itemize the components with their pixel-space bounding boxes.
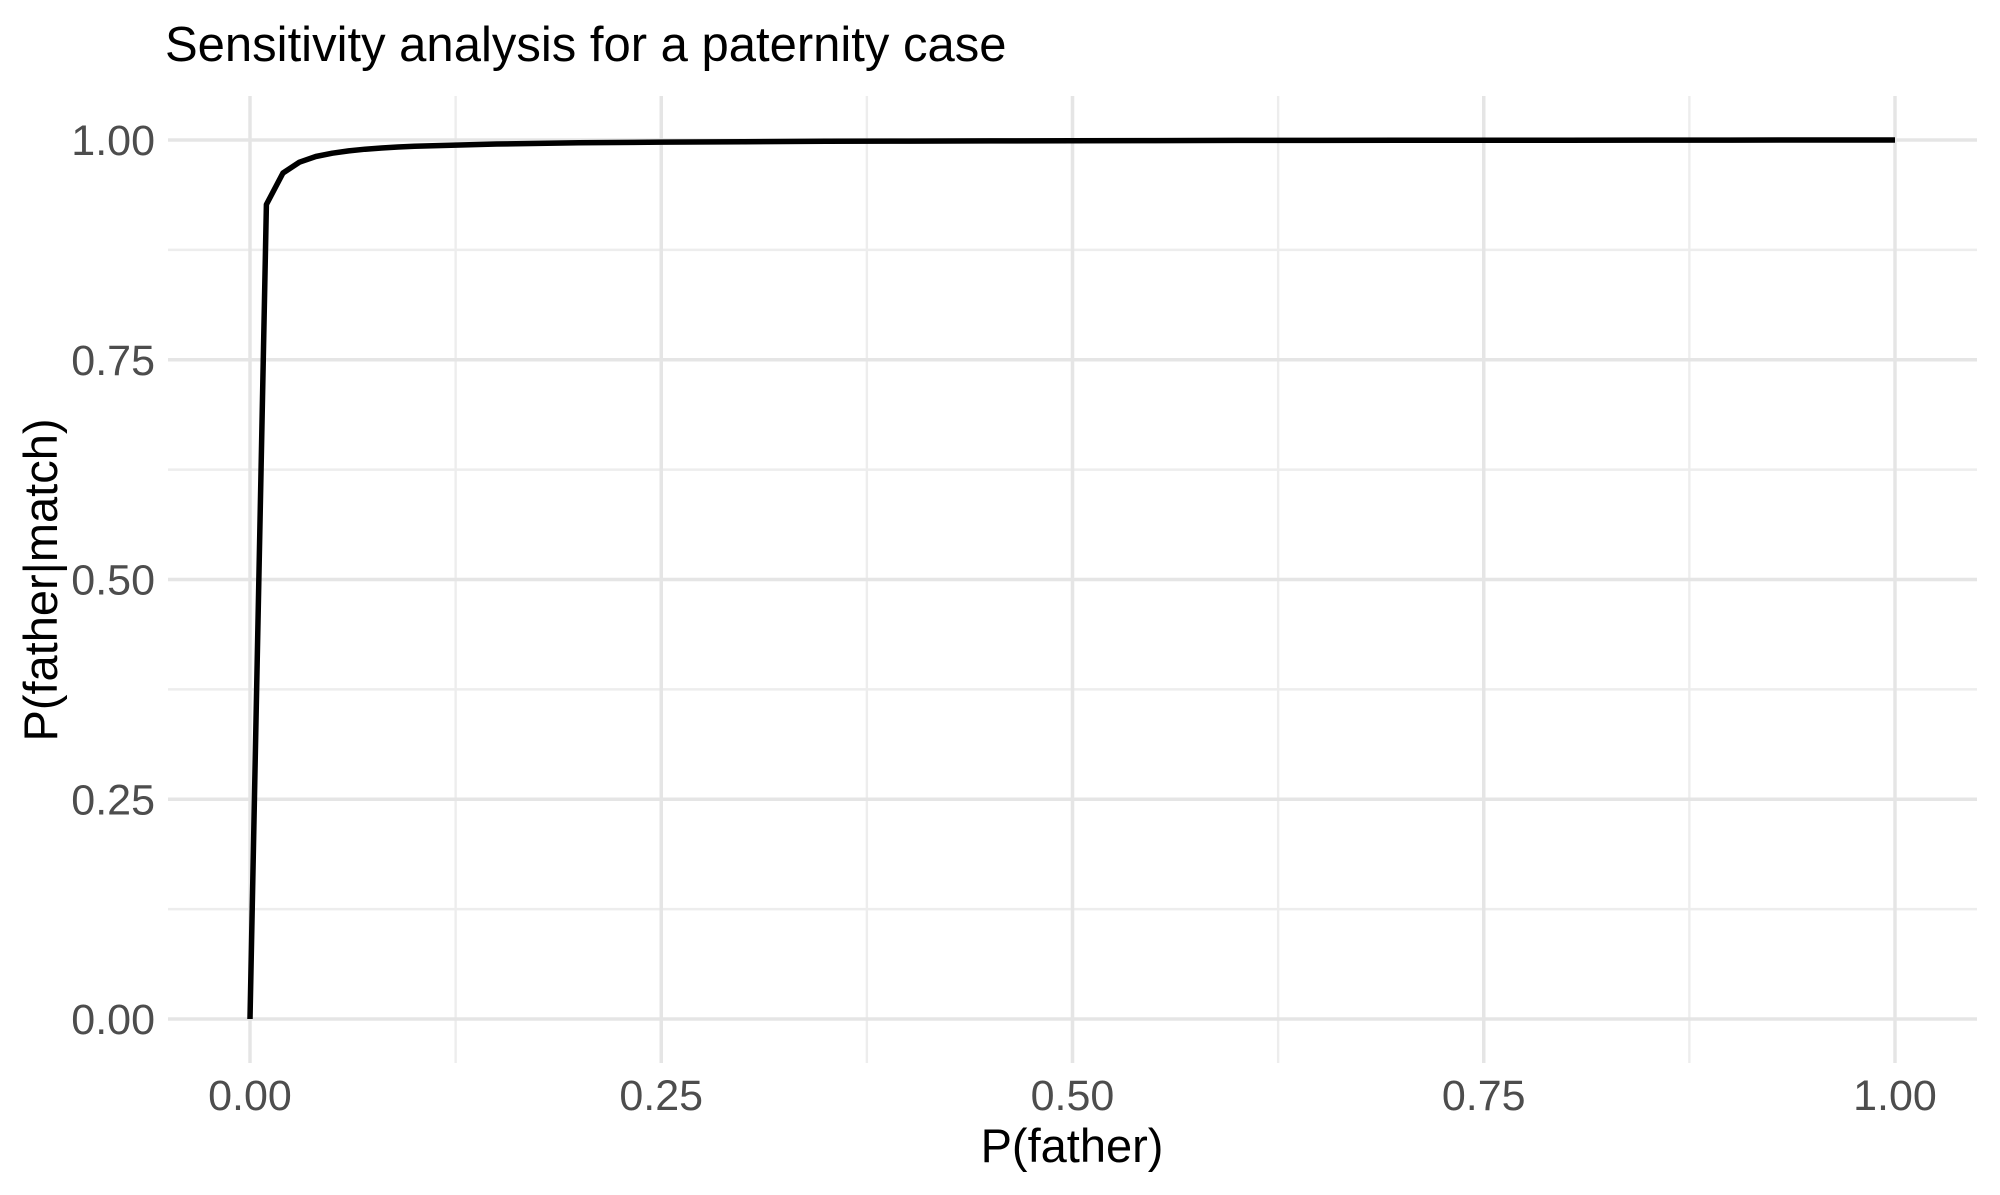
y-tick-label: 1.00	[71, 117, 155, 165]
series-lines	[247, 137, 1895, 1020]
y-tick-label: 0.00	[71, 996, 155, 1044]
x-tick-label: 0.50	[1031, 1072, 1115, 1120]
y-tick-label: 0.25	[71, 776, 155, 824]
x-tick-label: 1.00	[1853, 1072, 1937, 1120]
major-gridlines	[168, 96, 1977, 1063]
chart-title: Sensitivity analysis for a paternity cas…	[165, 18, 1007, 72]
y-tick-label: 0.50	[71, 557, 155, 605]
y-axis-title: P(father|match)	[13, 418, 67, 742]
axis-tick-labels: 0.00 0.25 0.50 0.75 1.00 0.00 0.25 0.50 0.75 1.00	[71, 117, 1937, 1120]
y-tick-label: 0.75	[71, 337, 155, 385]
x-tick-label: 0.00	[208, 1072, 292, 1120]
posterior-probability-curve	[247, 137, 1895, 1020]
x-tick-label: 0.75	[1442, 1072, 1526, 1120]
x-axis-title: P(father)	[980, 1119, 1164, 1172]
x-tick-label: 0.25	[619, 1072, 703, 1120]
